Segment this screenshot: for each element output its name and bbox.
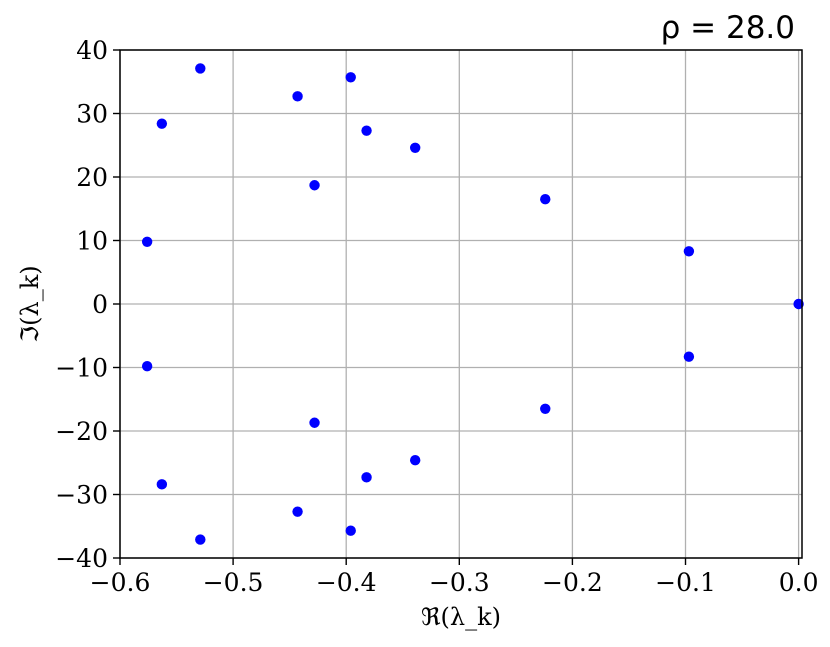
y-tick-label: 20: [76, 163, 108, 192]
x-tick-label: 0.0: [779, 568, 819, 597]
x-tick-label: −0.6: [90, 568, 151, 597]
x-tick-label: −0.3: [429, 568, 490, 597]
data-point: [141, 361, 153, 372]
data-point: [409, 142, 421, 153]
x-tick-label: −0.1: [655, 568, 716, 597]
x-tick-label: −0.4: [316, 568, 377, 597]
axis-ticks: −0.6 −0.5 −0.4 −0.3 −0.2 −0.1 0.0 −40 −30 −20 −10 0…: [55, 36, 818, 597]
data-point: [683, 246, 695, 257]
data-point: [793, 298, 804, 310]
y-tick-label: 0: [92, 290, 108, 319]
x-axis-label: ℜ(λ_k): [421, 603, 501, 631]
data-point: [345, 525, 356, 536]
y-tick-label: −40: [55, 544, 108, 573]
x-tick-label: −0.2: [542, 568, 603, 597]
data-point: [156, 118, 168, 129]
data-points: [141, 63, 804, 545]
data-point: [292, 506, 303, 517]
data-point: [195, 63, 206, 74]
y-tick-label: 30: [76, 100, 108, 129]
y-tick-label: −30: [55, 481, 108, 510]
data-point: [540, 194, 551, 205]
data-point: [156, 479, 168, 490]
data-point: [409, 455, 421, 466]
data-point: [540, 403, 551, 414]
data-point: [345, 72, 356, 83]
data-point: [195, 534, 206, 545]
data-point: [361, 125, 372, 136]
chart-title: ρ = 28.0: [661, 10, 795, 46]
data-point: [683, 351, 695, 362]
y-tick-label: −20: [55, 417, 108, 446]
y-tick-label: −10: [55, 354, 108, 383]
y-axis-label: ℑ(λ_k): [16, 265, 44, 342]
data-point: [292, 91, 303, 102]
y-tick-label: 10: [76, 227, 108, 256]
data-point: [141, 236, 153, 247]
grid-lines: [119, 49, 802, 559]
y-tick-label: 40: [76, 36, 108, 65]
data-point: [361, 472, 372, 483]
x-tick-label: −0.5: [203, 568, 264, 597]
data-point: [309, 417, 320, 428]
data-point: [309, 180, 320, 191]
